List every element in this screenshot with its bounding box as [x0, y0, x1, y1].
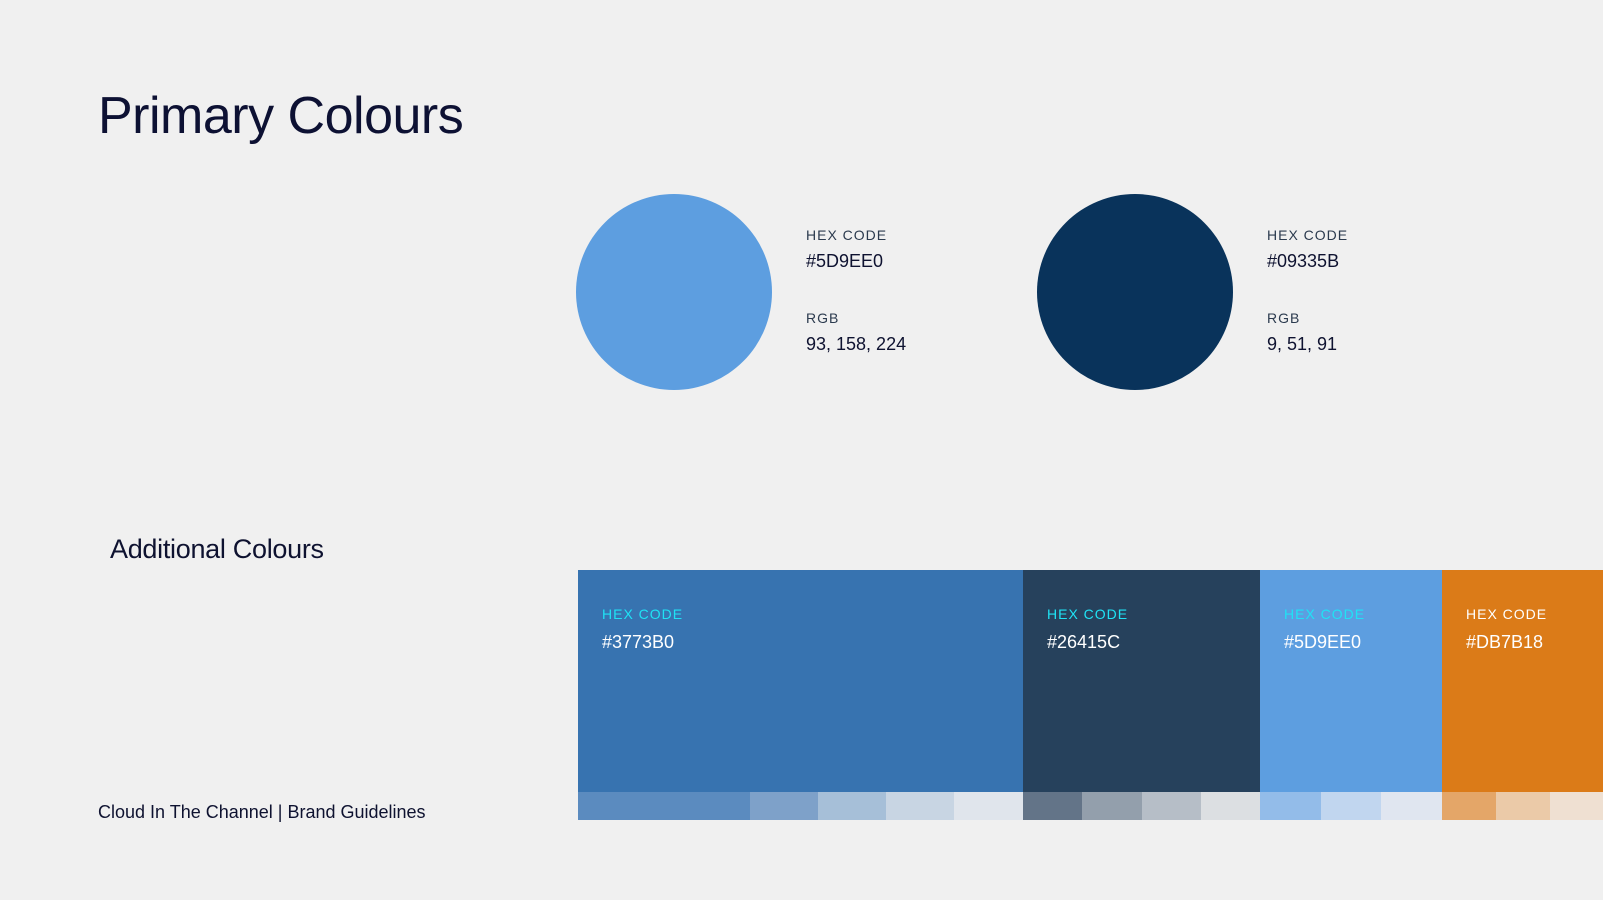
hex-code-value: #5D9EE0: [1284, 632, 1362, 652]
primary-color-info-navy: HEX CODE #09335B RGB 9, 51, 91: [1267, 227, 1348, 355]
primary-color-info-light-blue: HEX CODE #5D9EE0 RGB 93, 158, 224: [806, 227, 906, 355]
hex-code-value: #3773B0: [602, 632, 675, 652]
hex-code-value: #26415C: [1047, 632, 1121, 652]
tint-swatch: [681, 792, 750, 820]
hex-code-label: HEX CODE: [602, 606, 684, 622]
tint-swatch: [1201, 792, 1260, 820]
hex-code-label: HEX CODE: [1267, 227, 1349, 243]
rgb-label: RGB: [806, 310, 840, 326]
palette-block-main: HEX CODE #3773B0: [578, 570, 1023, 792]
tint-strip: [1023, 792, 1260, 820]
tint-swatch: [1321, 792, 1381, 820]
footer-brand-text: Cloud In The Channel | Brand Guidelines: [98, 802, 426, 822]
tint-swatch: [818, 792, 886, 820]
tint-strip: [1442, 792, 1603, 820]
tint-swatch: [886, 792, 954, 820]
tint-swatch: [578, 792, 681, 820]
palette-block-light-blue: HEX CODE #5D9EE0: [1260, 570, 1442, 820]
palette-block-main: HEX CODE #5D9EE0: [1260, 570, 1442, 792]
additional-colours-title: Additional Colours: [110, 534, 324, 564]
tint-swatch: [1260, 792, 1321, 820]
hex-code-label: HEX CODE: [1047, 606, 1129, 622]
tint-swatch: [1082, 792, 1142, 820]
tint-strip: [578, 792, 1023, 820]
hex-code-value: #5D9EE0: [806, 251, 884, 271]
palette-block-blue: HEX CODE #3773B0: [578, 570, 1023, 820]
primary-color-swatch-light-blue: [576, 194, 772, 390]
tint-swatch: [1496, 792, 1550, 820]
rgb-value: 93, 158, 224: [806, 334, 907, 354]
tint-swatch: [1023, 792, 1082, 820]
tint-swatch: [954, 792, 1023, 820]
page-title: Primary Colours: [98, 87, 464, 145]
palette-block-main: HEX CODE #26415C: [1023, 570, 1260, 792]
tint-swatch: [1442, 792, 1496, 820]
hex-code-value: #DB7B18: [1466, 632, 1544, 652]
tint-swatch: [1550, 792, 1603, 820]
palette-block-main: HEX CODE #DB7B18: [1442, 570, 1603, 792]
rgb-label: RGB: [1267, 310, 1301, 326]
palette-block-orange: HEX CODE #DB7B18: [1442, 570, 1603, 820]
hex-code-label: HEX CODE: [1284, 606, 1366, 622]
tint-strip: [1260, 792, 1442, 820]
primary-color-swatch-navy: [1037, 194, 1233, 390]
hex-code-label: HEX CODE: [1466, 606, 1548, 622]
rgb-value: 9, 51, 91: [1267, 334, 1338, 354]
palette-block-dark-slate: HEX CODE #26415C: [1023, 570, 1260, 820]
hex-code-label: HEX CODE: [806, 227, 888, 243]
tint-swatch: [1142, 792, 1201, 820]
tint-swatch: [1381, 792, 1442, 820]
hex-code-value: #09335B: [1267, 251, 1340, 271]
additional-colours-palette: HEX CODE #3773B0 HEX CODE #26415C HEX CO…: [578, 570, 1603, 820]
tint-swatch: [750, 792, 818, 820]
